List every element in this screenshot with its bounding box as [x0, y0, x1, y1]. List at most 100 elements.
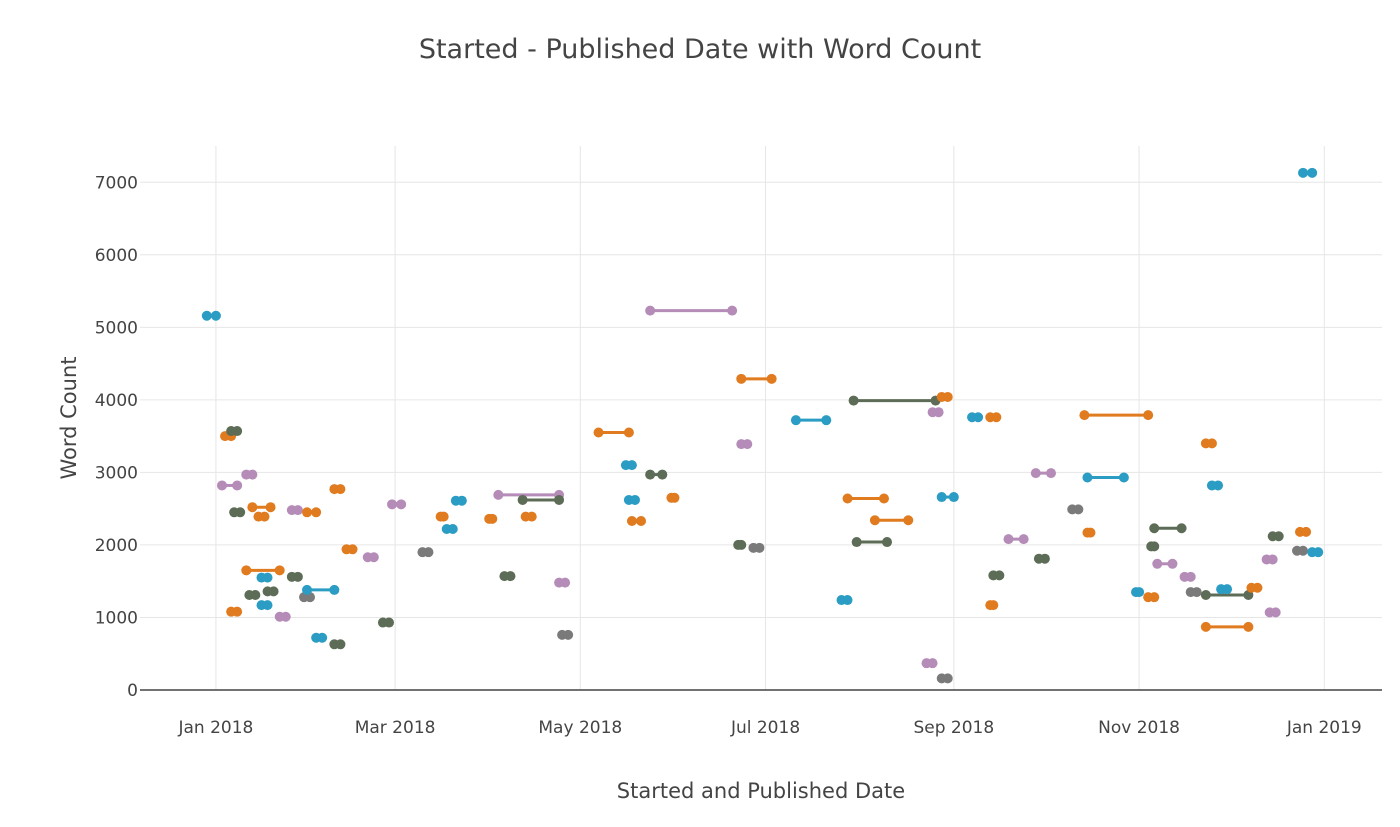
published-point — [1046, 468, 1057, 479]
article-series — [517, 494, 565, 505]
published-point — [1149, 541, 1160, 552]
article-series — [244, 589, 261, 600]
published-point — [636, 515, 647, 526]
started-point — [517, 494, 528, 505]
published-point — [991, 412, 1002, 423]
started-point — [1152, 558, 1163, 569]
started-point — [201, 310, 212, 321]
published-point — [329, 584, 340, 595]
x-tick-label: May 2018 — [538, 718, 622, 738]
article-series — [623, 494, 640, 505]
article-series — [593, 427, 634, 438]
published-point — [384, 617, 395, 628]
published-point — [1252, 582, 1263, 593]
started-point — [1298, 167, 1309, 178]
article-series — [253, 511, 270, 522]
article-series — [1200, 438, 1217, 449]
started-point — [645, 469, 656, 480]
article-series — [1003, 534, 1029, 545]
published-point — [903, 515, 914, 526]
started-point — [1200, 621, 1211, 632]
article-series — [1179, 571, 1196, 582]
article-series — [927, 407, 944, 418]
published-point — [1176, 523, 1187, 534]
published-point — [994, 570, 1005, 581]
published-point — [554, 494, 565, 505]
started-point — [1200, 589, 1211, 600]
published-point — [1143, 410, 1154, 421]
published-point — [988, 600, 999, 611]
y-tick-label: 3000 — [95, 463, 138, 483]
published-point — [292, 571, 303, 582]
article-series — [274, 611, 291, 622]
article-series — [790, 415, 832, 426]
started-point — [593, 427, 604, 438]
article-series — [377, 617, 395, 628]
article-series — [441, 523, 458, 534]
published-point — [335, 484, 346, 495]
published-point — [1018, 534, 1029, 545]
article-series — [1295, 526, 1312, 537]
article-series — [1185, 587, 1202, 598]
article-series — [1298, 167, 1318, 178]
started-point — [936, 492, 947, 503]
published-point — [1085, 527, 1096, 538]
published-point — [842, 595, 853, 606]
article-series — [1246, 582, 1263, 593]
y-axis-title: Word Count — [57, 356, 81, 479]
published-point — [1073, 504, 1084, 515]
article-series — [1149, 523, 1187, 534]
article-series — [286, 505, 303, 516]
article-series — [836, 595, 853, 606]
article-series — [985, 600, 999, 611]
published-point — [505, 571, 516, 582]
published-point — [623, 427, 634, 438]
published-point — [335, 639, 346, 650]
started-point — [216, 480, 227, 491]
published-point — [1118, 472, 1129, 483]
data-series — [201, 167, 1324, 684]
article-series — [329, 484, 346, 495]
published-point — [1298, 545, 1309, 556]
published-point — [232, 480, 243, 491]
article-series — [1264, 607, 1281, 618]
article-series — [1152, 558, 1178, 569]
started-point — [387, 499, 398, 510]
published-point — [447, 523, 458, 534]
article-series — [1200, 621, 1254, 632]
x-tick-label: Nov 2018 — [1098, 718, 1180, 738]
published-point — [250, 589, 261, 600]
article-series — [748, 542, 765, 553]
article-series — [417, 547, 434, 558]
started-point — [851, 537, 862, 548]
published-point — [754, 542, 765, 553]
published-point — [262, 600, 273, 611]
published-point — [1267, 554, 1278, 565]
started-point — [790, 415, 801, 426]
started-point — [736, 373, 747, 384]
published-point — [317, 632, 328, 643]
published-point — [629, 494, 640, 505]
started-point — [842, 493, 853, 504]
published-point — [526, 511, 537, 522]
article-series — [302, 584, 340, 595]
published-point — [1039, 553, 1050, 564]
published-point — [563, 629, 574, 640]
started-point — [645, 305, 656, 316]
article-series — [311, 632, 328, 643]
article-series — [645, 469, 668, 480]
y-tick-label: 5000 — [95, 318, 138, 338]
article-series — [554, 577, 571, 588]
article-series — [286, 571, 303, 582]
published-point — [657, 469, 668, 480]
x-tick-label: Jan 2018 — [177, 718, 253, 738]
article-series — [1030, 468, 1057, 479]
published-point — [1307, 167, 1318, 178]
published-point — [1134, 587, 1145, 598]
published-point — [942, 673, 953, 684]
article-series — [1216, 584, 1233, 595]
published-point — [1222, 584, 1233, 595]
article-series — [936, 673, 953, 684]
published-point — [1167, 558, 1178, 569]
published-point — [1313, 547, 1324, 558]
